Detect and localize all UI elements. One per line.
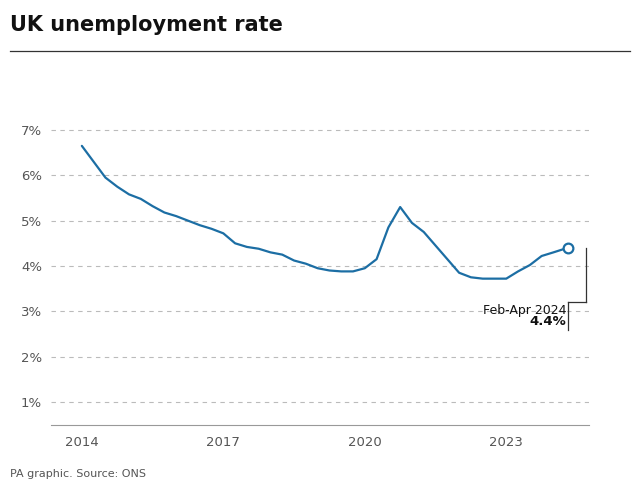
Text: PA graphic. Source: ONS: PA graphic. Source: ONS xyxy=(10,469,146,479)
Text: Feb-Apr 2024: Feb-Apr 2024 xyxy=(483,305,566,317)
Text: 4.4%: 4.4% xyxy=(529,315,566,328)
Text: UK unemployment rate: UK unemployment rate xyxy=(10,15,282,35)
